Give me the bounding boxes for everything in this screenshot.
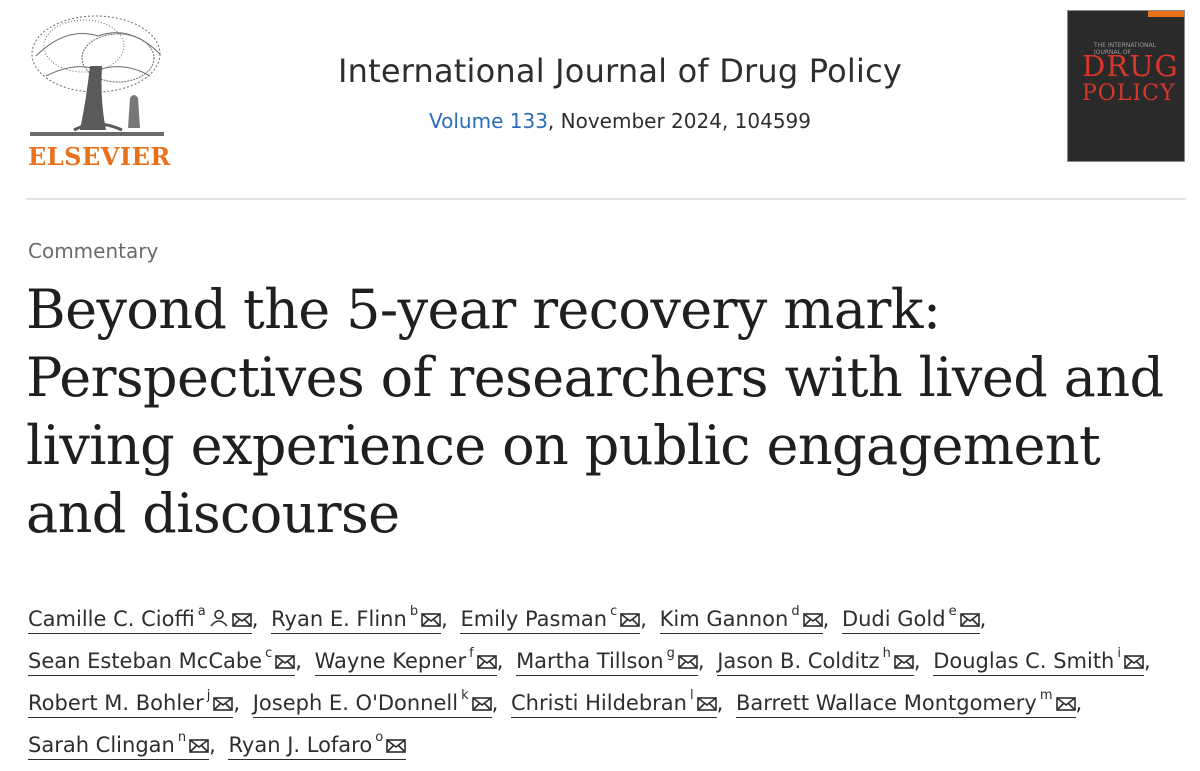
journal-cover-thumbnail[interactable]: THE INTERNATIONAL JOURNAL OF DRUG POLICY [1067, 10, 1185, 162]
author-name: Jason B. Colditz [717, 649, 880, 673]
envelope-icon [696, 691, 717, 717]
tree-of-knowledge-icon [30, 15, 164, 136]
author-affiliation-mark: o [375, 730, 384, 745]
journal-header: ELSEVIER International Journal of Drug P… [0, 0, 1200, 200]
author-affiliation-mark: e [948, 604, 957, 619]
author-name: Barrett Wallace Montgomery [735, 691, 1037, 715]
author-affiliation-mark: i [1117, 646, 1121, 661]
author-separator: , [233, 691, 241, 715]
author-name: Sean Esteban McCabe [28, 649, 263, 673]
cover-title-line1: DRUG [1082, 49, 1179, 83]
author-separator: , [1075, 691, 1083, 715]
article-type: Commentary [28, 239, 159, 263]
author-separator: , [979, 607, 987, 631]
envelope-icon [802, 607, 823, 633]
author-separator: , [491, 691, 499, 715]
author-affiliation-mark: b [409, 604, 419, 619]
article-title: Beyond the 5-year recovery mark: Perspec… [26, 278, 1164, 545]
author-affiliation-mark: k [461, 688, 469, 703]
person-icon [209, 607, 229, 633]
envelope-icon [620, 607, 641, 633]
author-separator: , [913, 649, 921, 673]
cover-stripe [1148, 11, 1184, 17]
author-name: Joseph E. O'Donnell [252, 691, 459, 715]
author-name: Douglas C. Smith [933, 649, 1115, 673]
envelope-icon [386, 733, 406, 759]
author-link[interactable]: Ryan J. Lofaro o [228, 728, 407, 760]
author-affiliation-mark: c [265, 646, 273, 661]
author-name: Emily Pasman [460, 607, 608, 631]
cover-kicker: THE INTERNATIONAL JOURNAL OF [1094, 42, 1156, 56]
author-affiliation-mark: h [882, 646, 891, 661]
envelope-icon [189, 733, 209, 759]
author-affiliation-mark: m [1039, 688, 1053, 703]
author-separator: , [697, 649, 705, 673]
author-affiliation-mark: d [791, 604, 800, 619]
author-separator: , [295, 649, 302, 673]
author-separator: , [209, 733, 216, 757]
author-affiliation-mark: g [666, 646, 675, 661]
author-affiliation-mark: f [469, 646, 474, 661]
author-link[interactable]: Sean Esteban McCabe c [28, 644, 296, 676]
volume-link[interactable]: Volume 133 [429, 109, 548, 133]
author-separator: , [640, 607, 647, 631]
author-link[interactable]: Sarah Clingan n [28, 728, 210, 760]
author-link[interactable]: Douglas C. Smith i [933, 644, 1144, 676]
author-link[interactable]: Ryan E. Flinn b [271, 602, 442, 634]
author-name: Wayne Kepner [314, 649, 467, 673]
envelope-icon [678, 649, 698, 675]
author-link[interactable]: Camille C. Cioffi a [28, 602, 252, 634]
envelope-icon [1124, 649, 1144, 675]
author-name: Ryan E. Flinn [271, 607, 407, 631]
author-link[interactable]: Emily Pasman c [460, 602, 641, 634]
journal-title[interactable]: International Journal of Drug Policy [337, 52, 903, 90]
elsevier-logo[interactable]: ELSEVIER [26, 6, 171, 171]
envelope-icon [476, 649, 497, 675]
author-affiliation-mark: c [610, 604, 618, 619]
author-link[interactable]: Kim Gannon d [659, 602, 823, 634]
author-affiliation-mark: a [197, 604, 206, 619]
author-name: Sarah Clingan [28, 733, 175, 757]
envelope-icon [1055, 691, 1076, 717]
author-link[interactable]: Barrett Wallace Montgomery m [735, 686, 1076, 718]
issue-details: , November 2024, 104599 [547, 109, 811, 133]
author-link[interactable]: Martha Tillson g [516, 644, 698, 676]
author-list: Camille C. Cioffi a, Ryan E. Flinn b, Emil… [28, 598, 1200, 766]
envelope-icon [275, 649, 296, 675]
author-link[interactable]: Wayne Kepner f [314, 644, 497, 676]
author-separator: , [822, 607, 830, 631]
author-link[interactable]: Dudi Gold e [841, 602, 980, 634]
author-separator: , [716, 691, 724, 715]
author-name: Ryan J. Lofaro [228, 733, 373, 757]
author-separator: , [1143, 649, 1151, 673]
author-link[interactable]: Christi Hildebran l [511, 686, 717, 718]
author-name: Camille C. Cioffi [28, 607, 195, 631]
author-affiliation-mark: l [689, 688, 694, 703]
envelope-icon [213, 691, 234, 717]
author-name: Martha Tillson [516, 649, 664, 673]
author-link[interactable]: Joseph E. O'Donnell k [252, 686, 492, 718]
author-affiliation-mark: j [206, 688, 211, 703]
author-separator: , [496, 649, 504, 673]
author-name: Kim Gannon [659, 607, 789, 631]
envelope-icon [471, 691, 492, 717]
author-separator: , [441, 607, 448, 631]
author-name: Christi Hildebran [511, 691, 687, 715]
author-link[interactable]: Robert M. Bohler j [28, 686, 234, 718]
elsevier-wordmark: ELSEVIER [28, 142, 171, 171]
author-name: Robert M. Bohler [28, 691, 204, 715]
author-name: Dudi Gold [841, 607, 946, 631]
header-divider [26, 198, 1186, 200]
author-affiliation-mark: n [177, 730, 187, 745]
author-separator: , [251, 607, 259, 631]
envelope-icon [421, 607, 441, 633]
envelope-icon [231, 607, 252, 633]
envelope-icon [894, 649, 914, 675]
cover-title-line2: POLICY [1082, 81, 1176, 106]
author-link[interactable]: Jason B. Colditz h [717, 644, 914, 676]
envelope-icon [959, 607, 980, 633]
journal-issue-line: Volume 133, November 2024, 104599 [240, 109, 1000, 133]
